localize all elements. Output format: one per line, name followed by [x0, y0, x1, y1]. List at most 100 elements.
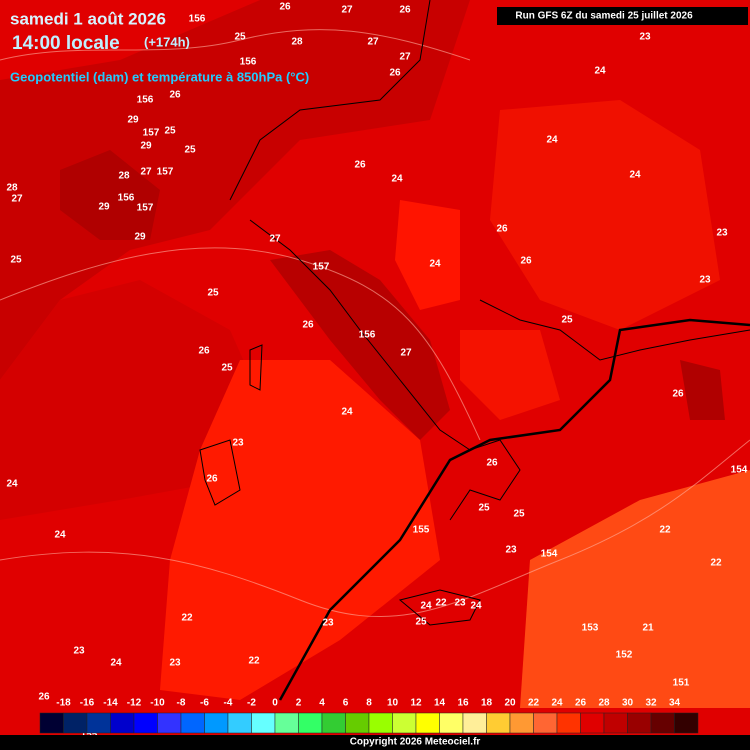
contour-label: 23 [699, 275, 711, 286]
legend-swatch [86, 712, 111, 734]
run-label: Run GFS 6Z du samedi 25 juillet 2026 [515, 11, 693, 22]
legend-swatch [63, 712, 88, 734]
geopotential-155-line [278, 318, 750, 701]
contour-label: 27 [399, 52, 411, 63]
contour-label: 25 [207, 288, 219, 299]
contour-label: 151 [673, 678, 690, 689]
contour-label: 156 [189, 14, 206, 25]
contour-label: 26 [399, 5, 411, 16]
legend-tick-label: -8 [177, 698, 186, 709]
legend-swatch [110, 712, 135, 734]
contour-label: 26 [169, 90, 181, 101]
legend-swatch [39, 712, 64, 734]
legend-swatch [321, 712, 346, 734]
legend-tick-label: 30 [622, 698, 634, 709]
contour-label: 25 [234, 32, 246, 43]
subtitle: Geopotentiel (dam) et température à 850h… [10, 69, 309, 84]
warm-core [60, 150, 160, 240]
legend-tick-label: -12 [127, 698, 142, 709]
hot-zone [490, 100, 720, 330]
contour-label: 25 [415, 617, 427, 628]
contour-label: 26 [302, 320, 314, 331]
legend-tick-label: 24 [551, 698, 563, 709]
contour-label: 27 [140, 167, 152, 178]
hot-zone [460, 330, 560, 420]
contour-label: 156 [359, 330, 376, 341]
legend-swatch [274, 712, 299, 734]
legend-swatch [368, 712, 393, 734]
legend-swatch [533, 712, 558, 734]
legend-swatch [674, 712, 699, 734]
contour-label: 26 [198, 346, 210, 357]
contour-label: 23 [232, 438, 244, 449]
contour-label: 29 [140, 141, 152, 152]
legend-tick-label: 10 [387, 698, 399, 709]
contour-label: 25 [164, 126, 176, 137]
contour-label: 24 [629, 170, 641, 181]
hot-zone [395, 200, 460, 310]
contour-label: 21 [642, 623, 654, 634]
legend-tick-label: 26 [575, 698, 587, 709]
contour-label: 157 [157, 167, 174, 178]
contour-label: 24 [54, 530, 66, 541]
contour-label: 23 [505, 545, 517, 556]
contour-label: 25 [10, 255, 22, 266]
contour-label: 26 [206, 474, 218, 485]
contour-label: 27 [11, 194, 23, 205]
contour-label: 153 [582, 623, 599, 634]
legend-tick-label: -6 [200, 698, 209, 709]
contour-label: 26 [672, 389, 684, 400]
legend-swatch [157, 712, 182, 734]
date-label: samedi 1 août 2026 [10, 9, 166, 28]
contour-label: 25 [561, 315, 573, 326]
contour-label: 26 [389, 68, 401, 79]
legend-swatch [180, 712, 205, 734]
legend-swatch [133, 712, 158, 734]
contour-label: 28 [6, 183, 18, 194]
contour-label: 28 [118, 171, 130, 182]
warm-core [680, 360, 725, 420]
legend-swatch [439, 712, 464, 734]
contour-label: 24 [341, 407, 353, 418]
contour-label: 23 [454, 598, 466, 609]
legend-tick-label: -4 [224, 698, 233, 709]
run-box [497, 7, 748, 25]
contour-label: 24 [420, 601, 432, 612]
legend-tick-label: 4 [319, 698, 325, 709]
contour-label: 26 [354, 160, 366, 171]
legend-tick-label: -14 [103, 698, 118, 709]
legend-swatch [509, 712, 534, 734]
contour-label: 154 [731, 465, 748, 476]
contour-label: 157 [313, 262, 330, 273]
contour-label: 27 [269, 234, 281, 245]
legend-tick-label: 2 [296, 698, 302, 709]
legend-swatch [415, 712, 440, 734]
contour-label: 24 [594, 66, 606, 77]
legend-tick-label: 22 [528, 698, 540, 709]
contour-label: 26 [38, 692, 50, 703]
contour-label: 25 [478, 503, 490, 514]
legend-swatch [627, 712, 652, 734]
legend-tick-label: 20 [504, 698, 516, 709]
contour-label: 24 [546, 135, 558, 146]
legend-swatch [556, 712, 581, 734]
legend-tick-label: 8 [366, 698, 372, 709]
contour-label: 157 [137, 203, 154, 214]
contour-label: 22 [659, 525, 671, 536]
contour-label: 25 [513, 509, 525, 520]
contour-label: 25 [221, 363, 233, 374]
contour-label: 24 [470, 601, 482, 612]
legend-tick-label: -10 [150, 698, 165, 709]
contour-label: 156 [240, 57, 257, 68]
contour-label: 154 [541, 549, 558, 560]
contour-label: 27 [400, 348, 412, 359]
contour-label: 22 [248, 656, 260, 667]
legend-swatch [603, 712, 628, 734]
contour-label: 22 [181, 613, 193, 624]
legend-swatch [227, 712, 252, 734]
legend-tick-label: -16 [80, 698, 95, 709]
contour-label: 26 [496, 224, 508, 235]
contour-label: 24 [110, 658, 122, 669]
legend-tick-label: -18 [56, 698, 71, 709]
legend-tick-label: 32 [645, 698, 657, 709]
